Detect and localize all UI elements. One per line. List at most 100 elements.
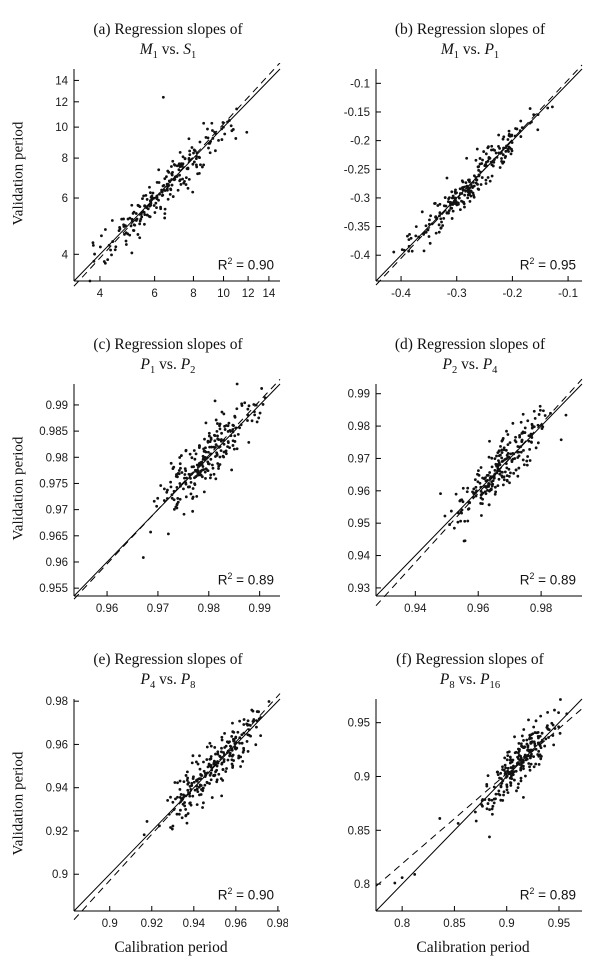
var-subscript: 4 [150, 680, 156, 692]
scatter-plot-d: 0.94 0.96 0.98 0.93 0.94 0.95 0.96 0.97 0.98 0.99 [348, 378, 583, 615]
svg-text:0.99: 0.99 [46, 400, 68, 412]
x-axis-label: Calibration period [416, 938, 530, 956]
svg-text:0.9: 0.9 [102, 918, 118, 930]
svg-text:0.94: 0.94 [183, 918, 206, 930]
panel-c-title: (c) Regression slopes of P1 vs. P2 [0, 335, 302, 378]
var-symbol: P [180, 356, 191, 374]
var-subscript: 4 [492, 365, 498, 377]
panel-d: (d) Regression slopes of P2 vs. P4 0.94 0… [302, 323, 604, 630]
scatter-plot-e: 0.9 0.92 0.94 0.96 0.98 0.9 0.92 0.94 0.96 0.98 [46, 693, 288, 930]
svg-text:14: 14 [263, 288, 276, 300]
y-axis-label: Validation period [10, 122, 27, 226]
var-symbol: P [484, 41, 494, 59]
svg-text:-0.3: -0.3 [350, 193, 370, 205]
svg-text:0.97: 0.97 [46, 505, 68, 517]
svg-text:0.85: 0.85 [443, 918, 465, 930]
scatter-plot-b: -0.4 -0.3 -0.2 -0.1 -0.4 -0.35 -0.3 -0.25 -0.2 -0… [344, 64, 583, 300]
svg-text:-0.4: -0.4 [391, 288, 411, 300]
var-symbol: P [442, 356, 453, 374]
var-subscript: 2 [452, 365, 458, 377]
svg-text:0.93: 0.93 [348, 583, 370, 595]
panel-e-title: (e) Regression slopes of P4 vs. P8 [0, 650, 302, 693]
svg-text:12: 12 [242, 288, 255, 300]
svg-text:0.94: 0.94 [404, 603, 427, 615]
panel-b-title: (b) Regression slopes of M1 vs. P1 [302, 20, 604, 63]
svg-text:0.94: 0.94 [348, 550, 371, 562]
panel-c-title-line1: (c) Regression slopes of [93, 335, 243, 353]
r-squared-label: R2 = 0.89 [217, 571, 274, 588]
svg-text:0.9: 0.9 [499, 918, 515, 930]
svg-text:0.94: 0.94 [46, 783, 69, 795]
var-subscript: 1 [453, 50, 460, 62]
svg-text:0.95: 0.95 [348, 518, 370, 530]
vs-text: vs. [457, 356, 483, 374]
panel-f-title-line2: P8 vs. P16 [336, 670, 604, 693]
vs-text: vs. [454, 671, 481, 689]
svg-text:12: 12 [55, 97, 68, 109]
panel-f: (f) Regression slopes of P8 vs. P16 0.8 0… [302, 638, 604, 957]
svg-text:-0.2: -0.2 [502, 288, 522, 300]
r-squared-value: 0.89 [247, 572, 274, 588]
svg-text:-0.25: -0.25 [344, 164, 370, 176]
r-squared-value: 0.89 [549, 572, 576, 588]
svg-text:0.85: 0.85 [348, 825, 370, 837]
svg-text:0.96: 0.96 [96, 603, 118, 615]
svg-text:-0.1: -0.1 [558, 288, 578, 300]
svg-text:10: 10 [55, 122, 68, 134]
svg-text:0.96: 0.96 [348, 486, 370, 498]
y-axis-label: Validation period [10, 751, 27, 856]
vs-text: vs. [155, 356, 181, 374]
svg-text:6: 6 [151, 288, 157, 300]
panel-b-title-line1: (b) Regression slopes of [394, 21, 546, 38]
svg-text:0.92: 0.92 [141, 918, 163, 930]
svg-text:14: 14 [55, 75, 68, 87]
svg-text:-0.2: -0.2 [350, 136, 370, 148]
panel-d-title-line1: (d) Regression slopes of [394, 335, 546, 353]
svg-text:4: 4 [62, 249, 69, 261]
var-subscript: 16 [489, 680, 501, 692]
svg-text:0.9: 0.9 [52, 869, 68, 881]
panel-b: (b) Regression slopes of M1 vs. P1 -0.4-… [302, 8, 604, 315]
svg-text:0.96: 0.96 [46, 557, 68, 569]
svg-text:0.97: 0.97 [348, 453, 370, 465]
svg-text:0.985: 0.985 [39, 426, 68, 438]
svg-text:0.98: 0.98 [530, 603, 552, 615]
svg-text:0.96: 0.96 [225, 918, 247, 930]
r-squared-label: R2 = 0.89 [519, 571, 576, 588]
var-subscript: 1 [191, 50, 197, 62]
svg-text:10: 10 [217, 288, 230, 300]
svg-text:0.97: 0.97 [147, 603, 169, 615]
svg-text:8: 8 [62, 153, 68, 165]
scatter-plot-f: 0.8 0.85 0.9 0.95 0.8 0.85 0.9 0.95 [348, 697, 583, 930]
x-axis-label: Calibration period [114, 938, 228, 956]
svg-text:0.96: 0.96 [467, 603, 489, 615]
panel-f-title: (f) Regression slopes of P8 vs. P16 [302, 650, 604, 693]
var-symbol: P [439, 671, 450, 689]
vs-text: vs. [157, 41, 184, 59]
svg-text:0.92: 0.92 [46, 826, 68, 838]
svg-text:0.95: 0.95 [348, 717, 370, 729]
var-symbol: P [140, 356, 151, 374]
panel-a-title: (a) Regression slopes of M1 vs. S1 [0, 20, 302, 63]
svg-text:-0.4: -0.4 [350, 250, 370, 262]
svg-text:4: 4 [97, 288, 104, 300]
var-symbol: S [183, 41, 192, 59]
svg-text:0.98: 0.98 [267, 918, 288, 930]
var-subscript: 2 [190, 365, 196, 377]
r-squared-value: 0.90 [247, 257, 274, 273]
var-symbol: P [482, 356, 493, 374]
var-subscript: 1 [152, 50, 158, 62]
svg-text:6: 6 [62, 193, 68, 205]
svg-text:0.8: 0.8 [354, 879, 370, 891]
panel-e-title-line2: P4 vs. P8 [34, 670, 302, 693]
svg-text:0.99: 0.99 [348, 389, 370, 401]
svg-text:-0.15: -0.15 [344, 107, 370, 119]
svg-text:0.955: 0.955 [39, 583, 68, 595]
svg-text:0.98: 0.98 [46, 696, 68, 708]
panel-a: (a) Regression slopes of M1 vs. S1 Valid… [0, 8, 302, 315]
scatter-plot-a: 4 6 8 10 12 14 4 6 8 10 12 14 [55, 62, 281, 300]
svg-text:0.96: 0.96 [46, 739, 68, 751]
svg-text:0.98: 0.98 [46, 452, 68, 464]
vs-text: vs. [155, 671, 181, 689]
